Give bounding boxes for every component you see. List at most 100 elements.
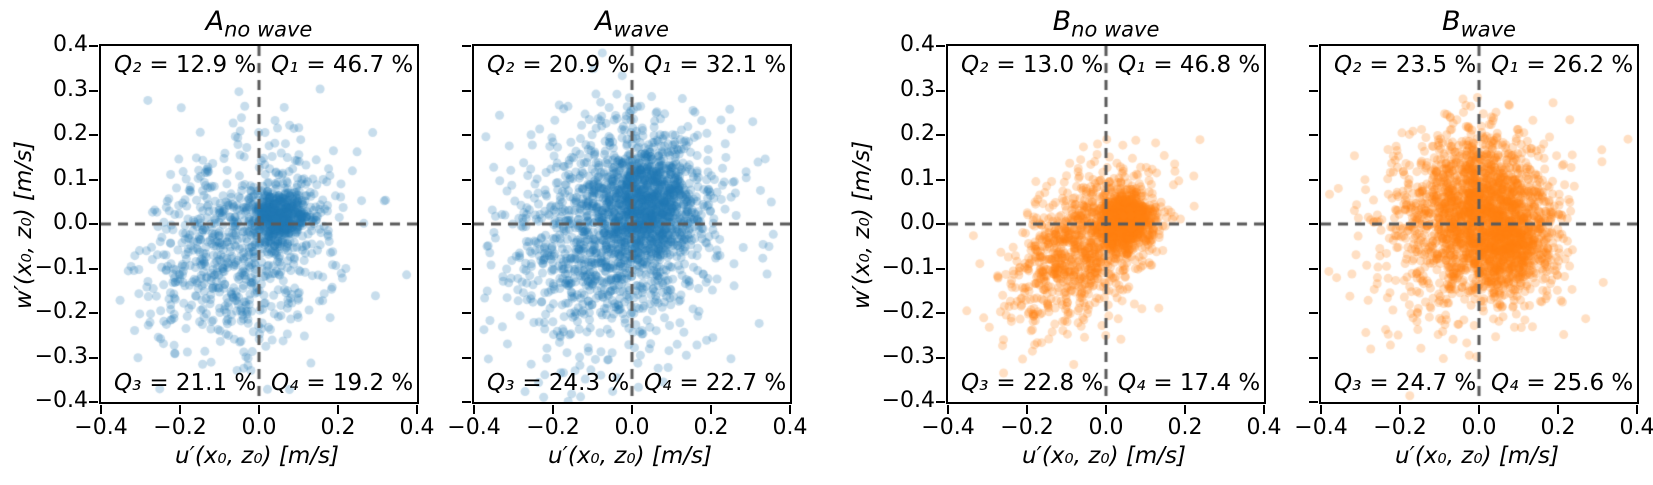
quadrant-value: = 17.4 % (1153, 369, 1261, 396)
y-tick-mark (462, 401, 471, 403)
x-tick-label: 0.0 (614, 415, 650, 440)
quadrant-label-q2: Q₂ = 12.9 % (114, 52, 256, 78)
subplot-b-no-wave: Bno wave Q₂ = 13.0 % Q₁ = 46.8 % Q₃ = 22.8 … (882, 0, 1282, 485)
title-subscript: no wave (1071, 17, 1160, 42)
y-tick-label: −0.4 (881, 388, 935, 413)
quadrant-label-q2: Q₂ = 13.0 % (961, 52, 1104, 78)
quadrant-symbol: Q₄ (1118, 369, 1146, 396)
y-tick-mark (89, 89, 98, 92)
quadrant-value: = 23.5 % (1369, 52, 1477, 78)
quadrant-value: = 22.7 % (679, 369, 787, 396)
y-tick-mark (462, 178, 471, 181)
quadrant-label-q3: Q₃ = 24.7 % (1334, 369, 1477, 396)
quadrant-symbol: Q₃ (961, 369, 989, 396)
y-tick-label: 0.2 (900, 121, 935, 146)
scatter-canvas (101, 46, 417, 402)
x-axis-label: u′(x₀, z₀) [m/s] (1395, 443, 1559, 469)
title-base: B (1442, 6, 1461, 37)
y-tick-label: 0.4 (53, 32, 88, 57)
x-tick-mark (789, 405, 791, 414)
y-tick-mark (89, 356, 98, 359)
quadrant-label-q3: Q₃ = 24.3 % (487, 370, 629, 396)
y-tick-mark (89, 267, 98, 270)
y-tick-mark (462, 312, 471, 314)
y-tick-label: −0.1 (881, 254, 935, 280)
y-tick-mark (1309, 401, 1318, 403)
y-tick-mark (462, 89, 471, 92)
title-subscript: no wave (224, 17, 313, 42)
x-tick-label: 0.2 (693, 415, 729, 440)
x-tick-mark (1263, 405, 1265, 414)
y-tick-mark (1309, 312, 1318, 314)
x-tick-label: 0.2 (1167, 415, 1203, 440)
quadrant-symbol: Q₃ (114, 369, 142, 396)
y-tick-mark (936, 401, 945, 403)
x-tick-label: −0.2 (1373, 415, 1427, 440)
x-tick-label: 0.4 (1619, 415, 1653, 440)
quadrant-label-q1: Q₁ = 46.7 % (271, 52, 413, 78)
x-tick-label: 0.2 (1540, 415, 1576, 440)
x-tick-mark (947, 405, 949, 414)
x-axis-label: u′(x₀, z₀) [m/s] (1022, 443, 1186, 469)
quadrant-symbol: Q₂ (114, 52, 142, 78)
quadrant-value: = 32.1 % (679, 52, 787, 78)
y-tick-label: 0.1 (900, 165, 935, 191)
x-tick-mark (710, 405, 712, 414)
quadrant-symbol: Q₄ (644, 369, 672, 396)
x-tick-mark (631, 405, 633, 414)
y-tick-mark (89, 401, 98, 403)
title-subscript: wave (613, 17, 669, 42)
quadrant-label-q3: Q₃ = 22.8 % (961, 369, 1103, 396)
quadrant-symbol: Q₄ (271, 369, 299, 396)
quadrant-value: = 20.9 % (522, 52, 630, 78)
y-tick-mark (1309, 134, 1318, 136)
quadrant-value: = 26.2 % (1526, 52, 1634, 78)
x-tick-mark (100, 405, 102, 414)
x-tick-label: 0.4 (399, 415, 435, 440)
quadrant-value: = 13.0 % (996, 52, 1104, 78)
y-tick-label: −0.2 (34, 299, 88, 324)
plot-area: Q₂ = 12.9 % Q₁ = 46.7 % Q₃ = 21.1 % Q₄ = 19.… (35, 32, 435, 440)
scatter-canvas (1321, 46, 1637, 402)
y-tick-mark (462, 134, 471, 136)
x-tick-label: 0.4 (772, 415, 808, 440)
quadrant-symbol: Q₄ (1491, 369, 1519, 396)
subplot-title: Bwave (1319, 6, 1639, 41)
quadrant-value: = 25.6 % (1526, 369, 1634, 396)
y-tick-mark (462, 45, 471, 47)
y-tick-mark (936, 178, 945, 181)
x-tick-label: 0.0 (1461, 415, 1497, 440)
y-tick-mark (1309, 89, 1318, 92)
y-tick-label: 0.1 (53, 165, 88, 191)
scatter-canvas (474, 46, 790, 402)
quadrant-label-q1: Q₁ = 46.8 % (1118, 52, 1261, 78)
quadrant-value: = 21.1 % (149, 369, 257, 396)
subplot-a-no-wave: Ano wave Q₂ = 12.9 % Q₁ = 46.7 % Q₃ = 21.1 … (35, 0, 435, 485)
quadrant-label-q3: Q₃ = 21.1 % (114, 369, 257, 396)
quadrant-symbol: Q₁ (271, 52, 299, 78)
quadrant-value: = 24.7 % (1369, 369, 1477, 396)
subplot-a-wave: Awave Q₂ = 20.9 % Q₁ = 32.1 % Q₃ = 24.3 % Q… (447, 0, 807, 485)
x-tick-mark (1557, 405, 1559, 414)
quadrant-label-q4: Q₄ = 25.6 % (1491, 369, 1634, 396)
quadrant-label-q4: Q₄ = 22.7 % (644, 369, 787, 396)
x-tick-mark (1636, 405, 1638, 414)
y-tick-label: 0.3 (53, 76, 88, 102)
y-tick-mark (462, 356, 471, 359)
x-tick-label: 0.0 (1088, 415, 1124, 440)
x-tick-mark (1026, 405, 1028, 414)
x-axis-label: u′(x₀, z₀) [m/s] (548, 443, 712, 469)
y-tick-label: −0.3 (881, 343, 935, 369)
x-tick-label: −0.2 (1000, 415, 1054, 440)
quadrant-symbol: Q₁ (1118, 52, 1146, 78)
y-tick-mark (89, 223, 98, 225)
y-tick-mark (1309, 356, 1318, 359)
y-tick-mark (936, 223, 945, 225)
quadrant-value: = 46.8 % (1153, 52, 1261, 78)
x-tick-mark (552, 405, 554, 414)
x-tick-label: −0.2 (526, 415, 580, 440)
quadrant-label-q4: Q₄ = 19.2 % (271, 369, 413, 396)
y-tick-mark (936, 356, 945, 359)
quadrant-label-q1: Q₁ = 32.1 % (644, 52, 787, 78)
